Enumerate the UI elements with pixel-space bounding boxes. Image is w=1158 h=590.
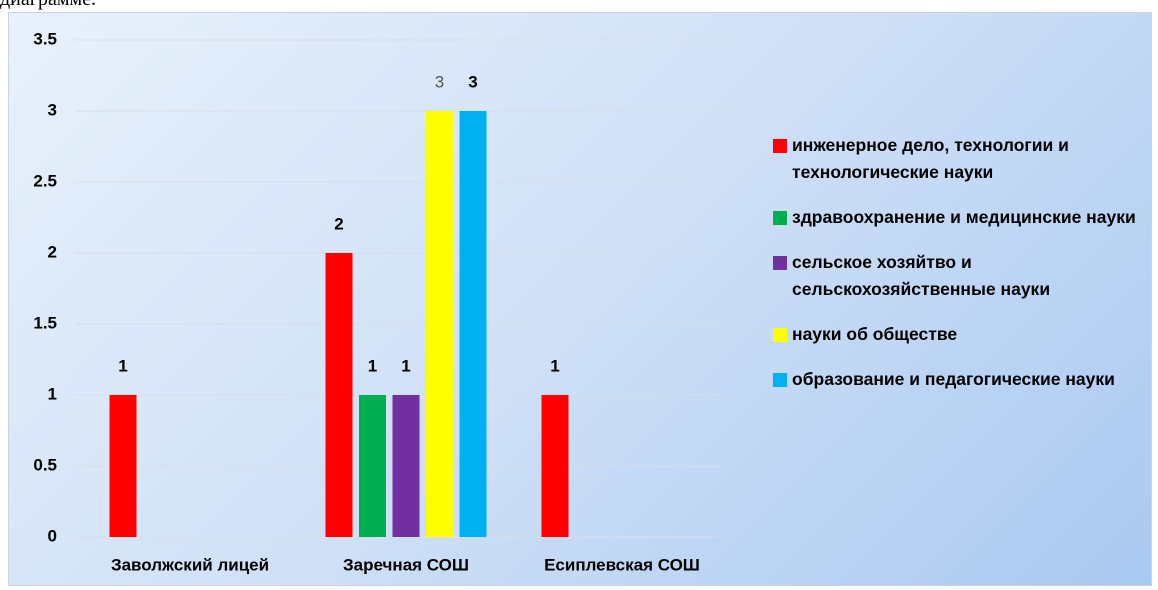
y-tick-label: 1.5 [33, 313, 57, 332]
legend-swatch [773, 373, 787, 387]
y-tick-label: 3 [48, 100, 57, 119]
legend-label: здравоохранение и медицинские науки [792, 207, 1136, 227]
legend-swatch [773, 139, 787, 153]
data-label: 1 [368, 356, 377, 375]
legend-item: науки об обществе [773, 321, 1143, 348]
y-tick-label: 2 [48, 242, 57, 261]
legend-item: сельское хозяйтво и сельскохозяйственные… [773, 249, 1143, 303]
legend-label: инженерное дело, технологии и технологич… [792, 135, 1069, 182]
x-tick-label: Заречная СОШ [343, 555, 469, 574]
legend-swatch [773, 328, 787, 342]
y-tick-label: 0.5 [33, 455, 57, 474]
bar [109, 395, 137, 537]
bar [541, 395, 569, 537]
data-label: 1 [550, 356, 559, 375]
y-tick-label: 2.5 [33, 171, 57, 190]
data-label: 1 [118, 356, 127, 375]
x-tick-label: Есиплевская СОШ [544, 555, 700, 574]
bar [325, 253, 353, 537]
legend-swatch [773, 256, 787, 270]
legend-swatch [773, 211, 787, 225]
x-tick-label: Заволжский лицей [111, 555, 269, 574]
legend-item: здравоохранение и медицинские науки [773, 204, 1143, 231]
y-tick-label: 0 [48, 526, 57, 545]
legend-item: образование и педагогические науки [773, 366, 1143, 393]
legend-label: сельское хозяйтво и сельскохозяйственные… [792, 252, 1051, 299]
data-label: 3 [468, 72, 477, 91]
bar [359, 395, 386, 537]
bar [459, 111, 487, 537]
data-label: 1 [401, 356, 410, 375]
chart-area [8, 12, 1152, 586]
y-tick-label: 1 [48, 384, 57, 403]
y-tick-label: 3.5 [33, 29, 57, 48]
data-label: 2 [334, 214, 343, 233]
legend-label: науки об обществе [792, 324, 958, 344]
bar [392, 395, 420, 537]
data-label: 3 [435, 72, 444, 91]
legend-label: образование и педагогические науки [792, 369, 1115, 389]
legend: инженерное дело, технологии и технологич… [773, 132, 1143, 411]
bar [426, 111, 453, 537]
legend-item: инженерное дело, технологии и технологич… [773, 132, 1143, 186]
caption: диаграмме. [0, 0, 96, 11]
